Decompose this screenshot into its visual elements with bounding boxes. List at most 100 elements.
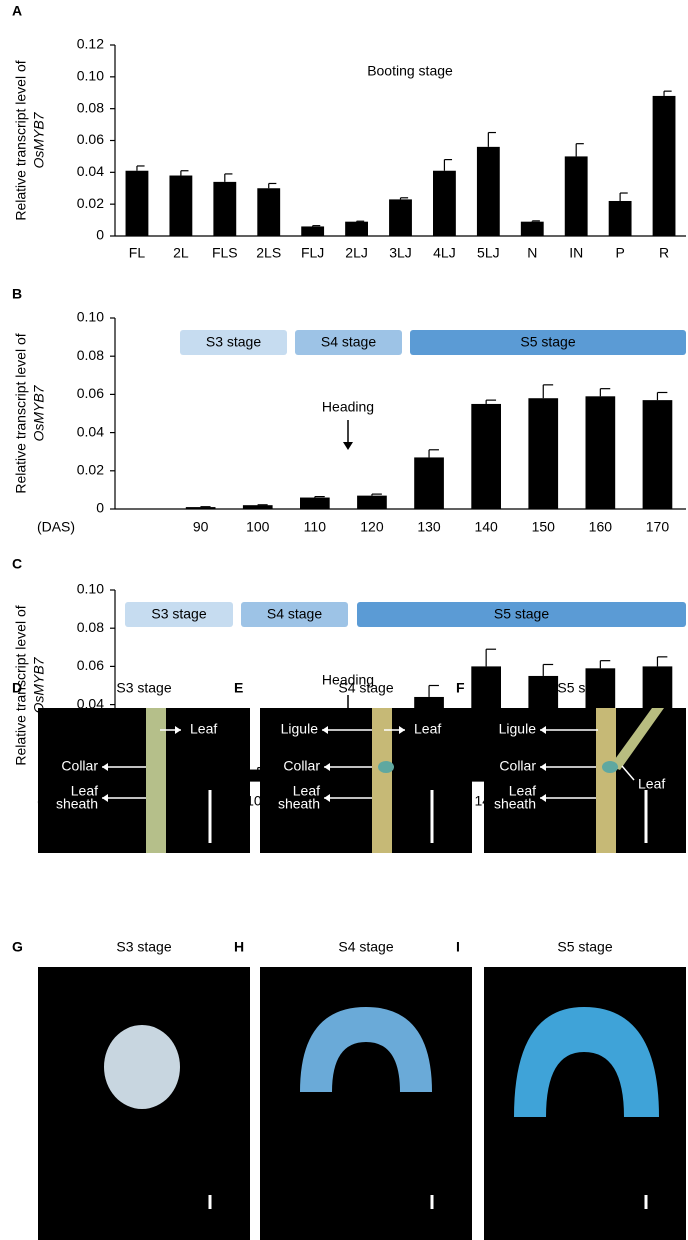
panel-label: E (234, 680, 243, 696)
collar (378, 761, 394, 773)
photo-label: Leaf (190, 721, 217, 737)
bar (345, 222, 368, 236)
annotation: Heading (322, 399, 374, 415)
y-tick-label: 0.10 (77, 581, 104, 597)
bar (169, 176, 192, 236)
panel-label: I (456, 939, 460, 955)
y-tick-label: 0.02 (77, 462, 104, 478)
y-tick-label: 0.04 (77, 163, 104, 179)
arrow-head (343, 442, 353, 450)
photo-label: Collar (61, 758, 98, 774)
photo-label: Ligule (499, 721, 537, 737)
y-axis-label: Relative transcript level of (13, 60, 29, 220)
collar (602, 761, 618, 773)
y-tick-label: 0.02 (77, 195, 104, 211)
panel-label: C (12, 556, 22, 572)
section (104, 1025, 180, 1109)
x-tick-label: 90 (193, 519, 209, 535)
bar (357, 496, 387, 509)
x-tick-label: 2LS (256, 245, 281, 261)
bar (565, 156, 588, 236)
y-tick-label: 0 (96, 227, 104, 243)
y-tick-label: 0.06 (77, 657, 104, 673)
photo-label: Collar (283, 758, 320, 774)
bar (414, 457, 444, 509)
y-tick-label: 0.04 (77, 423, 104, 439)
panel-title: S5 stage (557, 680, 612, 696)
panel-label: A (12, 3, 22, 19)
bar (243, 505, 273, 509)
bar (213, 182, 236, 236)
x-tick-label: 2L (173, 245, 189, 261)
x-tick-label: 140 (474, 519, 498, 535)
y-tick-label: 0.08 (77, 619, 104, 635)
x-tick-label: IN (569, 245, 583, 261)
bar (521, 222, 544, 236)
y-axis-label: OsMYB7 (31, 656, 47, 713)
x-tick-label: 3LJ (389, 245, 412, 261)
bar (586, 396, 616, 509)
x-tick-label: 160 (589, 519, 613, 535)
photo-label: sheath (278, 796, 320, 812)
bar (528, 398, 558, 509)
x-tick-label: 100 (246, 519, 270, 535)
bar (126, 171, 149, 236)
x-tick-label: R (659, 245, 669, 261)
stem (596, 708, 616, 853)
bar (471, 404, 501, 509)
x-tick-label: 110 (304, 519, 327, 535)
x-tick-label: 150 (532, 519, 556, 535)
bar (186, 507, 216, 509)
y-tick-label: 0.08 (77, 347, 104, 363)
y-tick-label: 0.06 (77, 385, 104, 401)
panel-title: S3 stage (116, 680, 171, 696)
y-tick-label: 0.06 (77, 131, 104, 147)
x-tick-label: 4LJ (433, 245, 456, 261)
x-tick-label: FLJ (301, 245, 324, 261)
bar (653, 96, 676, 236)
bar (477, 147, 500, 236)
stage-label: S3 stage (151, 606, 206, 622)
y-tick-label: 0 (96, 500, 104, 516)
panel-title: S3 stage (116, 939, 171, 955)
photo-label: Leaf (414, 721, 441, 737)
photo-label: sheath (494, 796, 536, 812)
y-tick-label: 0.10 (77, 68, 104, 84)
panel-label: D (12, 680, 22, 696)
stage-label: S4 stage (321, 334, 376, 350)
stage-label: S4 stage (267, 606, 322, 622)
bar (433, 171, 456, 236)
x-tick-label: P (615, 245, 624, 261)
bar (257, 188, 280, 236)
x-unit: (DAS) (37, 519, 75, 535)
stage-label: S3 stage (206, 334, 261, 350)
panel-label: F (456, 680, 465, 696)
y-tick-label: 0.10 (77, 309, 104, 325)
y-axis-label: OsMYB7 (31, 111, 47, 168)
panel-label: G (12, 939, 23, 955)
photo-label: Ligule (281, 721, 319, 737)
stage-label: S5 stage (494, 606, 549, 622)
y-tick-label: 0.12 (77, 36, 104, 52)
x-tick-label: N (527, 245, 537, 261)
panel-title: S5 stage (557, 939, 612, 955)
panel-title: S4 stage (338, 680, 393, 696)
annotation: Booting stage (367, 63, 453, 79)
bar (389, 199, 412, 236)
photo-label: Collar (499, 758, 536, 774)
x-tick-label: FL (129, 245, 146, 261)
panel-label: B (12, 286, 22, 302)
figure: ARelative transcript level ofOsMYB700.02… (0, 0, 688, 1240)
bar (609, 201, 632, 236)
y-tick-label: 0.08 (77, 99, 104, 115)
y-axis-label: Relative transcript level of (13, 333, 29, 493)
x-tick-label: 2LJ (345, 245, 368, 261)
x-tick-label: 120 (360, 519, 384, 535)
panel-label: H (234, 939, 244, 955)
photo (38, 708, 250, 853)
photo-label: sheath (56, 796, 98, 812)
bar (300, 498, 330, 509)
x-tick-label: 5LJ (477, 245, 500, 261)
stage-label: S5 stage (520, 334, 575, 350)
bar (643, 400, 673, 509)
